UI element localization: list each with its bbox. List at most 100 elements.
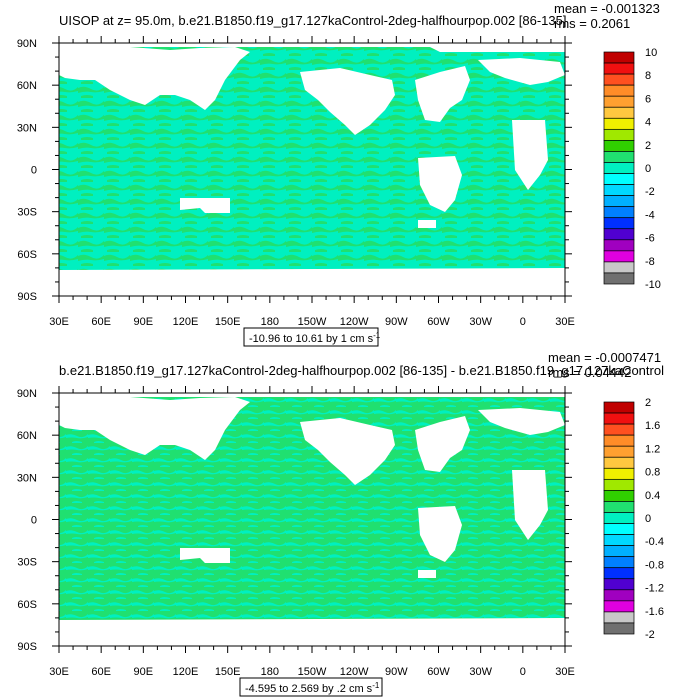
panel-2-mean: mean = -0.0007471 [548,350,661,365]
colorbar-label: 0 [645,513,651,525]
x-tick-label: 90W [385,316,408,328]
colorbar-swatch [603,84,635,97]
panel-1-colorbar: 10 8 6 4 2 0 -2 -4 -6 -8 -10 [603,47,661,291]
panel-1-rms: rms = 0.2061 [554,16,630,31]
y-tick-label: 30N [17,122,37,134]
colorbar-label: 0.4 [645,490,660,502]
x-tick-label: 120E [173,666,199,678]
y-tick-label: 0 [31,515,37,527]
y-tick-label: 90N [17,38,37,50]
colorbar-swatch [603,62,635,75]
colorbar-swatch [603,228,635,241]
y-tick-label: 30S [17,557,37,569]
panel-1-y-axis: 90N 60N 30N 0 30S 60S 90S [17,38,572,303]
colorbar-swatch [603,261,635,274]
x-tick-label: 180 [261,666,279,678]
x-tick-label: 0 [520,666,526,678]
panel-1-mean: mean = -0.001323 [554,1,660,16]
colorbar-swatch [603,478,635,491]
x-tick-label: 60E [91,666,111,678]
colorbar-label: 0.8 [645,467,660,479]
panel-2-title: b.e21.B1850.f19_g17.127kaControl-2deg-ha… [59,363,664,378]
colorbar-swatch [603,95,635,108]
colorbar-swatch [603,217,635,230]
colorbar-label: 1.6 [645,420,660,432]
colorbar-swatch [603,567,635,580]
x-tick-label: 30W [469,666,492,678]
y-tick-label: 60N [17,80,37,92]
colorbar-swatch [603,117,635,130]
panel-2-field [59,393,565,646]
colorbar-swatch [603,239,635,252]
colorbar-swatch [603,184,635,196]
colorbar-label: 2 [645,397,651,409]
colorbar-swatch [603,73,635,86]
colorbar-label: 0 [645,163,651,175]
colorbar-swatch [603,523,635,535]
y-tick-label: 90N [17,388,37,400]
x-tick-label: 30E [49,666,69,678]
colorbar-label: -8 [645,256,655,268]
x-tick-label: 90W [385,666,408,678]
x-tick-label: 60W [427,666,450,678]
colorbar-label: -1.2 [645,583,664,595]
x-tick-label: 150E [215,666,241,678]
colorbar-label: -1.6 [645,606,664,618]
colorbar-swatch [603,250,635,263]
colorbar-swatch [603,401,635,414]
x-tick-label: 150W [298,666,327,678]
colorbar-label: -2 [645,186,655,198]
colorbar-swatch [603,162,635,174]
panel-2-colorbar: 2 1.6 1.2 0.8 0.4 0 -0.4 -0.8 -1.2 -1.6 -2 [603,397,664,641]
panel-2-range-label: -4.595 to 2.569 by .2 cm s-1 [245,681,380,695]
panel-2-y-axis: 90N 60N 30N 0 30S 60S 90S [17,388,572,653]
y-tick-label: 30N [17,472,37,484]
colorbar-swatch [603,501,635,513]
panel-2: b.e21.B1850.f19_g17.127kaControl-2deg-ha… [17,350,664,697]
colorbar-swatch [603,556,635,569]
x-tick-label: 60W [427,316,450,328]
colorbar-swatch [603,106,635,119]
colorbar-swatch [603,173,635,185]
colorbar-swatch [603,434,635,447]
x-tick-label: 30E [555,666,575,678]
x-tick-label: 60E [91,316,111,328]
x-tick-label: 150E [215,316,241,328]
colorbar-swatch [603,534,635,546]
y-tick-label: 60S [17,249,37,261]
panel-2-rms: rms = 0.04442 [548,365,631,380]
panel-2-range-box [239,677,383,697]
panel-1: UISOP at z= 95.0m, b.e21.B1850.f19_g17.1… [17,1,661,347]
x-tick-label: 0 [520,316,526,328]
colorbar-swatch [603,423,635,436]
colorbar-label: -4 [645,209,655,221]
panel-2-land-mask [59,393,565,646]
x-tick-label: 120W [340,316,369,328]
colorbar-swatch [603,622,635,635]
colorbar-label: -6 [645,233,655,245]
x-tick-label: 120E [173,316,199,328]
colorbar-swatch [603,445,635,458]
colorbar-label: 1.2 [645,443,660,455]
colorbar-swatch [603,611,635,624]
panel-1-title: UISOP at z= 95.0m, b.e21.B1850.f19_g17.1… [59,13,566,28]
colorbar-swatch [603,140,635,152]
panel-2-x-axis: 30E 60E 90E 120E 150E 180 150W 120W 90W 60W 30W 0 30… [49,386,575,678]
colorbar-swatch [603,206,635,219]
panel-1-land-mask [59,43,565,296]
colorbar-swatch [603,512,635,524]
colorbar-swatch [603,545,635,558]
x-tick-label: 30W [469,316,492,328]
x-tick-label: 180 [261,316,279,328]
colorbar-swatch [603,128,635,141]
panel-1-range-box [243,327,379,347]
colorbar-label: 8 [645,70,651,82]
panel-1-x-axis: 30E 60E 90E 120E 150E 180 150W 120W 90W 60W 30W 0 30… [49,36,575,328]
y-tick-label: 30S [17,207,37,219]
colorbar-swatch [603,589,635,602]
x-tick-label: 90E [134,316,154,328]
x-tick-label: 90E [134,666,154,678]
y-tick-label: 90S [17,291,37,303]
x-tick-label: 120W [340,666,369,678]
colorbar-swatch [603,151,635,163]
